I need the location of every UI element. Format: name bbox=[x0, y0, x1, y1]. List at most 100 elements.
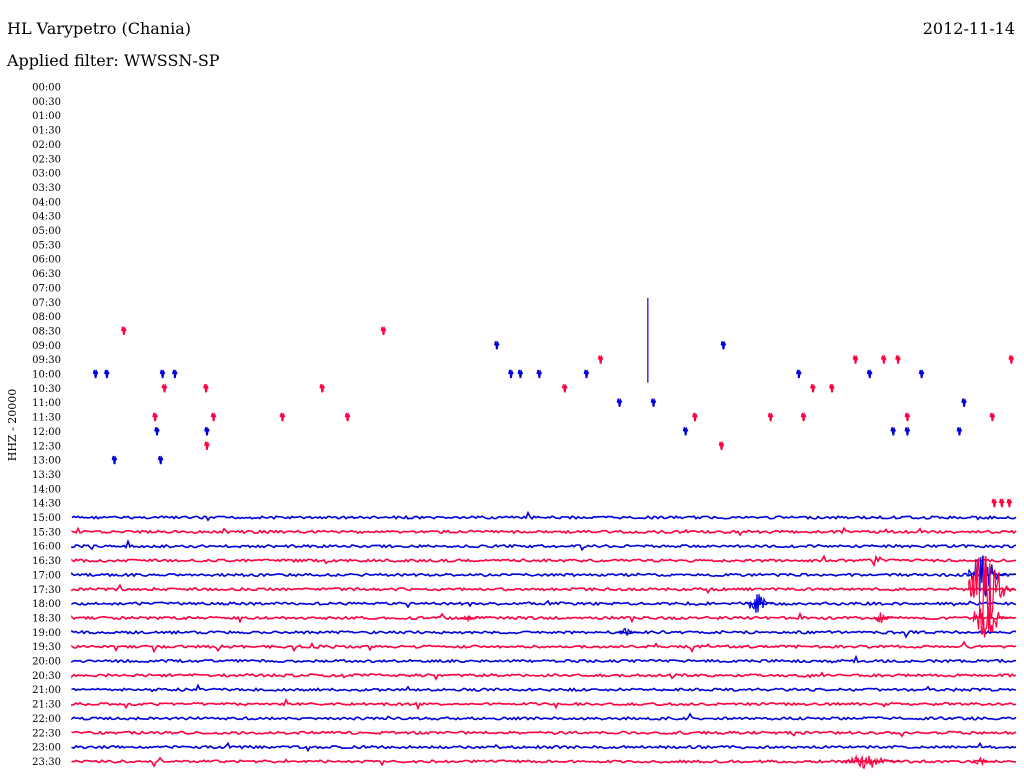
tick-label: 06:30 bbox=[32, 269, 61, 280]
tick-label: 09:00 bbox=[32, 341, 61, 352]
trace-row bbox=[71, 526, 1017, 537]
y-axis-label: HHZ - 20000 bbox=[6, 389, 19, 462]
tick-label: 17:00 bbox=[32, 570, 61, 581]
event-mark bbox=[104, 369, 110, 379]
trace-row bbox=[71, 671, 1017, 681]
event-mark bbox=[718, 440, 725, 450]
event-mark bbox=[961, 397, 967, 407]
event-mark bbox=[998, 498, 1005, 508]
event-mark bbox=[493, 340, 500, 350]
tick-label: 21:30 bbox=[32, 700, 61, 711]
event-mark bbox=[650, 397, 657, 407]
tick-label: 06:00 bbox=[32, 255, 61, 266]
event-mark bbox=[152, 412, 158, 422]
tick-label: 07:00 bbox=[32, 283, 61, 294]
event-mark bbox=[111, 455, 118, 465]
trace-row bbox=[71, 654, 1017, 664]
event-mark bbox=[583, 369, 590, 379]
tick-label: 21:00 bbox=[32, 685, 61, 696]
tick-label: 12:30 bbox=[32, 441, 61, 452]
event-mark bbox=[508, 369, 514, 379]
event-mark bbox=[890, 426, 897, 436]
filter-label: Applied filter: WWSSN-SP bbox=[7, 51, 220, 70]
tick-label: 15:30 bbox=[32, 527, 61, 538]
event-mark bbox=[616, 397, 623, 407]
event-marks bbox=[92, 297, 1016, 770]
event-mark bbox=[866, 369, 873, 379]
tick-label: 01:30 bbox=[32, 126, 61, 137]
event-mark bbox=[1006, 498, 1013, 508]
tick-label: 05:30 bbox=[32, 240, 61, 251]
tick-label: 23:00 bbox=[32, 743, 61, 754]
event-mark bbox=[204, 426, 210, 436]
event-mark bbox=[692, 412, 698, 422]
tick-label: 14:00 bbox=[32, 484, 61, 495]
trace-row bbox=[71, 712, 1017, 721]
trace-row bbox=[71, 538, 1017, 552]
event-mark bbox=[904, 426, 911, 436]
tick-label: 11:00 bbox=[32, 398, 61, 409]
event-mark bbox=[956, 426, 963, 436]
event-mark bbox=[895, 354, 901, 364]
burst-mark bbox=[746, 594, 776, 613]
event-mark bbox=[800, 412, 807, 422]
event-mark bbox=[380, 325, 387, 336]
trace-row bbox=[71, 730, 1017, 738]
time-tick-labels: 00:00 00:30 01:00 01:30 02:00 02:30 03:00 03:30… bbox=[32, 83, 61, 768]
event-mark bbox=[852, 354, 859, 364]
event-mark bbox=[159, 369, 166, 379]
event-mark bbox=[279, 412, 286, 422]
tick-label: 18:30 bbox=[32, 613, 61, 624]
event-mark bbox=[597, 354, 604, 364]
tick-label: 00:00 bbox=[32, 83, 61, 94]
tick-label: 01:00 bbox=[32, 111, 61, 122]
trace-row bbox=[71, 599, 1017, 609]
trace-row bbox=[71, 629, 1017, 639]
trace-row bbox=[71, 510, 1017, 522]
tick-label: 10:00 bbox=[32, 370, 61, 381]
trace-row bbox=[71, 697, 1017, 711]
tick-label: 03:00 bbox=[32, 169, 61, 180]
trace-row bbox=[71, 569, 1017, 578]
tick-label: 23:30 bbox=[32, 757, 61, 768]
event-mark bbox=[810, 383, 816, 393]
trace-row bbox=[71, 683, 1017, 693]
event-mark bbox=[157, 455, 164, 465]
event-mark bbox=[517, 369, 524, 379]
burst-mark bbox=[458, 615, 478, 623]
trace-row bbox=[71, 741, 1017, 753]
tick-label: 11:30 bbox=[32, 413, 61, 424]
tick-label: 22:00 bbox=[32, 714, 61, 725]
tick-label: 08:00 bbox=[32, 312, 61, 323]
event-mark bbox=[210, 412, 217, 422]
tick-label: 12:00 bbox=[32, 427, 61, 438]
event-mark bbox=[720, 340, 727, 350]
event-mark bbox=[172, 369, 178, 379]
station-title: HL Varypetro (Chania) bbox=[7, 19, 192, 38]
event-mark bbox=[989, 412, 996, 422]
tick-label: 02:30 bbox=[32, 154, 61, 165]
tick-label: 15:00 bbox=[32, 513, 61, 524]
event-mark bbox=[918, 369, 925, 379]
event-mark bbox=[319, 383, 326, 393]
tick-label: 00:30 bbox=[32, 97, 61, 108]
tick-label: 07:30 bbox=[32, 298, 61, 309]
tick-label: 10:30 bbox=[32, 384, 61, 395]
event-mark bbox=[880, 354, 887, 364]
trace-row bbox=[71, 611, 1017, 624]
event-mark bbox=[991, 498, 998, 508]
event-mark bbox=[536, 369, 543, 379]
burst-mark bbox=[845, 754, 903, 770]
burst-mark bbox=[972, 756, 992, 767]
date-label: 2012-11-14 bbox=[922, 19, 1015, 38]
tick-label: 19:30 bbox=[32, 642, 61, 653]
tick-label: 03:30 bbox=[32, 183, 61, 194]
event-mark bbox=[154, 426, 160, 436]
burst-mark bbox=[616, 627, 641, 637]
burst-mark bbox=[972, 606, 1011, 638]
trace-row bbox=[71, 554, 1017, 568]
tick-label: 09:30 bbox=[32, 355, 61, 366]
tick-label: 05:00 bbox=[32, 226, 61, 237]
trace-row bbox=[71, 640, 1017, 654]
